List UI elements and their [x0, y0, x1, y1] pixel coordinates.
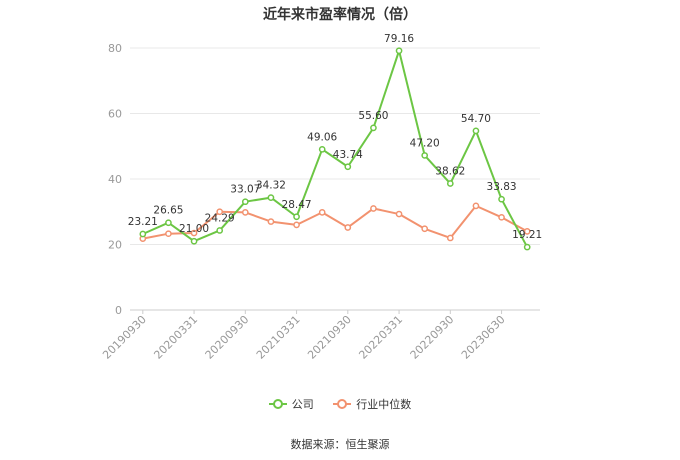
data-point-company — [446, 180, 454, 187]
x-tick-label: 20220930 — [408, 313, 457, 362]
data-point-industry-median — [523, 228, 531, 235]
data-label-company: 54.70 — [461, 113, 491, 125]
y-tick-label: 40 — [108, 173, 122, 186]
data-label-company: 24.29 — [205, 212, 235, 224]
x-tick-label: 20190930 — [100, 313, 149, 362]
y-tick-label: 60 — [108, 108, 122, 121]
legend: 公司 行业中位数 — [0, 396, 680, 412]
data-point-industry-median — [267, 218, 275, 225]
data-label-company: 47.20 — [410, 137, 440, 149]
data-point-company — [293, 213, 300, 221]
data-point-industry-median — [421, 225, 429, 233]
data-point-industry-median — [190, 229, 198, 237]
series-line-company — [142, 49, 529, 248]
y-tick-label: 80 — [108, 42, 122, 55]
y-tick-label: 0 — [115, 304, 122, 317]
data-point-industry-median — [293, 221, 300, 229]
data-point-company — [370, 124, 377, 132]
data-point-industry-median — [498, 213, 505, 221]
data-point-company — [241, 198, 249, 206]
data-point-company — [498, 195, 505, 203]
data-label-company: 23.21 — [128, 216, 158, 228]
data-point-industry-median — [216, 208, 224, 216]
x-tick-label: 20200930 — [203, 313, 252, 362]
y-tick-label: 20 — [108, 239, 122, 252]
data-point-company — [395, 47, 403, 55]
x-tick-label: 20210930 — [305, 313, 354, 362]
chart-title: 近年来市盈率情况（倍） — [263, 7, 417, 23]
data-label-company: 49.06 — [307, 131, 337, 143]
data-point-industry-median — [370, 205, 377, 212]
data-label-company: 34.32 — [256, 180, 286, 192]
legend-label-industry-median: 行业中位数 — [356, 398, 412, 411]
data-point-company — [344, 163, 352, 171]
data-point-company — [318, 145, 326, 153]
x-tick-label: 20230630 — [459, 313, 508, 362]
data-label-company: 33.07 — [230, 184, 260, 196]
legend-item-industry-median[interactable]: 行业中位数 — [333, 396, 411, 412]
data-label-company: 55.60 — [358, 110, 388, 122]
x-tick-label: 20220331 — [356, 313, 405, 362]
legend-marker-company — [268, 399, 287, 409]
data-label-company: 79.16 — [384, 33, 414, 45]
data-point-industry-median — [165, 230, 172, 238]
data-point-industry-median — [395, 210, 403, 218]
data-point-company — [216, 227, 224, 234]
data-label-company: 19.21 — [512, 229, 542, 241]
data-label-company: 26.65 — [153, 205, 183, 217]
legend-dot-company — [272, 399, 283, 409]
data-point-company — [523, 243, 531, 251]
data-point-industry-median — [241, 209, 249, 216]
data-point-company — [165, 219, 172, 227]
x-tick-label: 20200331 — [151, 313, 200, 362]
data-point-industry-median — [318, 209, 326, 216]
x-tick-label: 20210331 — [254, 313, 303, 362]
data-label-company: 28.47 — [282, 199, 312, 211]
series-line-industry-median — [142, 204, 528, 240]
source-note: 数据来源：恒生聚源 — [290, 438, 390, 451]
data-label-company: 38.62 — [435, 166, 465, 178]
data-point-industry-median — [472, 202, 480, 210]
data-label-company: 33.83 — [487, 181, 517, 193]
data-point-company — [421, 152, 429, 159]
data-point-industry-median — [446, 234, 454, 242]
legend-marker-industry-median — [333, 399, 352, 409]
data-label-company: 21.00 — [179, 223, 209, 235]
data-label-company: 43.74 — [333, 149, 363, 161]
data-point-company — [190, 237, 198, 245]
data-point-company — [472, 127, 480, 135]
legend-dot-industry-median — [337, 399, 348, 409]
legend-label-company: 公司 — [291, 398, 314, 411]
data-point-company — [139, 230, 147, 238]
data-point-industry-median — [344, 224, 352, 231]
data-point-company — [267, 194, 275, 201]
legend-item-company[interactable]: 公司 — [268, 396, 314, 412]
